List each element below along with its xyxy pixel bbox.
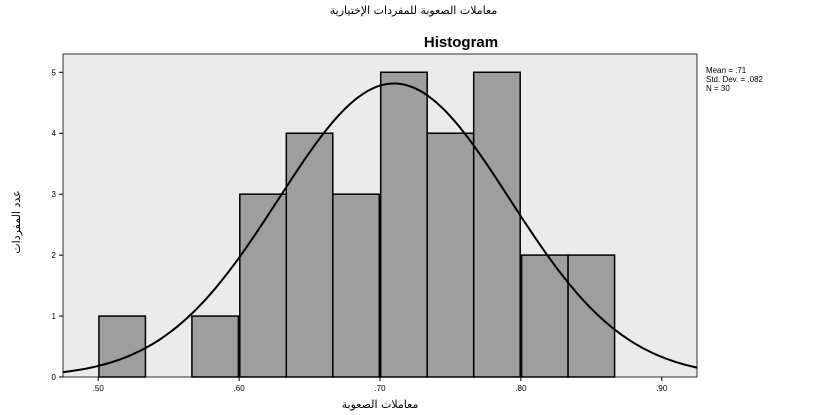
x-axis: .50 .60 .70 .80 .90	[93, 377, 668, 393]
x-tick-label: .60	[234, 384, 246, 393]
x-tick-label: .80	[515, 384, 527, 393]
bars-group	[98, 71, 616, 378]
y-tick-label: 2	[52, 251, 57, 260]
y-axis: 0 1 2 3 4 5	[52, 68, 63, 382]
stats-box: Mean = .71 Std. Dev. = .082 N = 30	[706, 66, 763, 93]
histogram-bar	[567, 254, 616, 378]
histogram-bar	[98, 315, 147, 378]
histogram-bar	[472, 71, 521, 378]
chart-title: Histogram	[424, 34, 498, 51]
stats-mean: Mean = .71	[706, 66, 747, 75]
normal-curve	[62, 82, 698, 374]
histogram-bar	[191, 315, 240, 378]
figure-title: معاملات الصعوبة للمفردات الإختيارية	[329, 4, 498, 17]
histogram-bar	[285, 132, 334, 378]
x-tick-label: .50	[93, 384, 105, 393]
x-tick-label: .90	[656, 384, 668, 393]
y-tick-label: 4	[52, 129, 57, 138]
y-tick-label: 0	[52, 373, 57, 382]
histogram-bar	[426, 132, 475, 378]
y-tick-label: 3	[52, 190, 57, 199]
y-axis-label: عدد المفردات	[10, 190, 23, 253]
y-tick-label: 5	[52, 68, 57, 77]
histogram-bar	[332, 193, 381, 378]
stats-n: N = 30	[706, 84, 730, 93]
x-axis-label: معاملات الصعوبة	[342, 398, 419, 411]
y-tick-label: 1	[52, 312, 57, 321]
histogram-bar	[379, 71, 428, 378]
histogram-bar	[520, 254, 569, 378]
stats-std-dev: Std. Dev. = .082	[706, 75, 763, 84]
x-tick-label: .70	[374, 384, 386, 393]
